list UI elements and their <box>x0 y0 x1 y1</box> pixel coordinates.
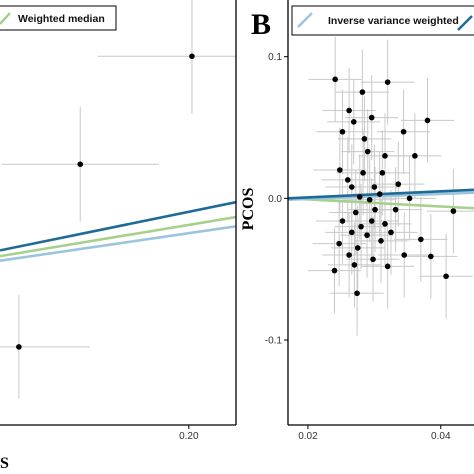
data-point <box>378 238 384 244</box>
data-point <box>401 252 408 258</box>
data-point <box>348 184 355 190</box>
regression-line <box>0 200 236 252</box>
data-point <box>443 273 449 280</box>
panel-b-points <box>331 76 457 297</box>
data-point <box>356 194 363 200</box>
data-point <box>364 148 371 155</box>
data-point <box>368 114 375 121</box>
data-point <box>348 229 355 236</box>
data-point <box>359 89 366 95</box>
data-point <box>189 53 195 60</box>
panel-a-regression-lines <box>0 200 236 263</box>
regression-line <box>288 197 474 210</box>
panel-a-ticks: 0.20 <box>179 425 199 442</box>
data-point <box>344 177 351 183</box>
data-point <box>424 117 431 124</box>
panel-b: B 0.02 0.04 0.1 0.0 -0.1 Inverse variance we… <box>240 0 474 442</box>
data-point <box>406 195 413 202</box>
regression-line <box>0 224 236 263</box>
panel-b-legend-swatch-ivw <box>297 12 313 28</box>
data-point <box>400 128 407 135</box>
data-point <box>418 236 424 243</box>
y-tick-label: 0.0 <box>268 194 282 205</box>
panel-b-letter: B <box>251 8 271 41</box>
data-point <box>382 221 388 227</box>
data-point <box>384 263 391 270</box>
regression-line <box>0 215 236 258</box>
data-point <box>337 167 343 173</box>
panel-b-error-bars <box>307 36 474 336</box>
data-point <box>332 76 338 83</box>
data-point <box>360 170 366 176</box>
x-tick-label: 0.04 <box>431 431 451 442</box>
data-point <box>339 128 346 135</box>
data-point <box>371 184 378 190</box>
panel-b-y-axis-title: PCOS <box>240 188 257 231</box>
data-point <box>354 245 361 251</box>
data-point <box>382 153 388 159</box>
x-tick-label: 0.02 <box>298 431 318 442</box>
y-tick-label: 0.1 <box>268 52 282 63</box>
data-point <box>346 107 352 114</box>
data-point <box>450 208 457 214</box>
panel-a: 0.20 Weighted median S <box>0 0 237 472</box>
panel-a-points <box>16 53 195 350</box>
data-point <box>16 344 22 350</box>
panel-b-legend-box <box>291 5 474 36</box>
data-point <box>376 191 383 197</box>
data-point <box>354 290 360 297</box>
data-point <box>368 218 375 224</box>
panel-b-ticks: 0.02 0.04 0.1 0.0 -0.1 <box>265 52 451 442</box>
data-point <box>372 206 378 213</box>
panel-a-legend-swatch <box>0 12 11 25</box>
data-point <box>358 223 364 230</box>
data-point <box>351 262 358 268</box>
panel-b-legend: Inverse variance weighted <box>291 5 474 36</box>
data-point <box>350 119 357 125</box>
y-tick-label: -0.1 <box>265 336 283 347</box>
panel-a-x-axis-title: S <box>0 455 9 472</box>
x-tick-label: 0.20 <box>179 431 199 442</box>
data-point <box>428 253 434 260</box>
data-point <box>361 136 368 142</box>
data-point <box>384 79 391 85</box>
panel-b-legend-label-ivw: Inverse variance weighted <box>328 15 459 27</box>
data-point <box>346 252 352 258</box>
data-point <box>336 240 342 247</box>
data-point <box>366 196 373 203</box>
data-point <box>412 153 418 159</box>
panel-b-legend-swatch-2 <box>457 15 473 31</box>
data-point <box>77 161 84 168</box>
data-point <box>370 256 376 263</box>
panel-a-legend-box <box>0 5 117 31</box>
data-point <box>379 170 386 176</box>
data-point <box>364 232 370 238</box>
data-point <box>339 218 346 224</box>
data-point <box>395 181 402 187</box>
data-point <box>388 229 394 236</box>
panel-a-legend: Weighted median <box>0 5 117 31</box>
data-point <box>392 206 399 213</box>
panel-a-legend-label: Weighted median <box>18 13 105 25</box>
data-point <box>352 209 359 216</box>
data-point <box>331 267 338 274</box>
